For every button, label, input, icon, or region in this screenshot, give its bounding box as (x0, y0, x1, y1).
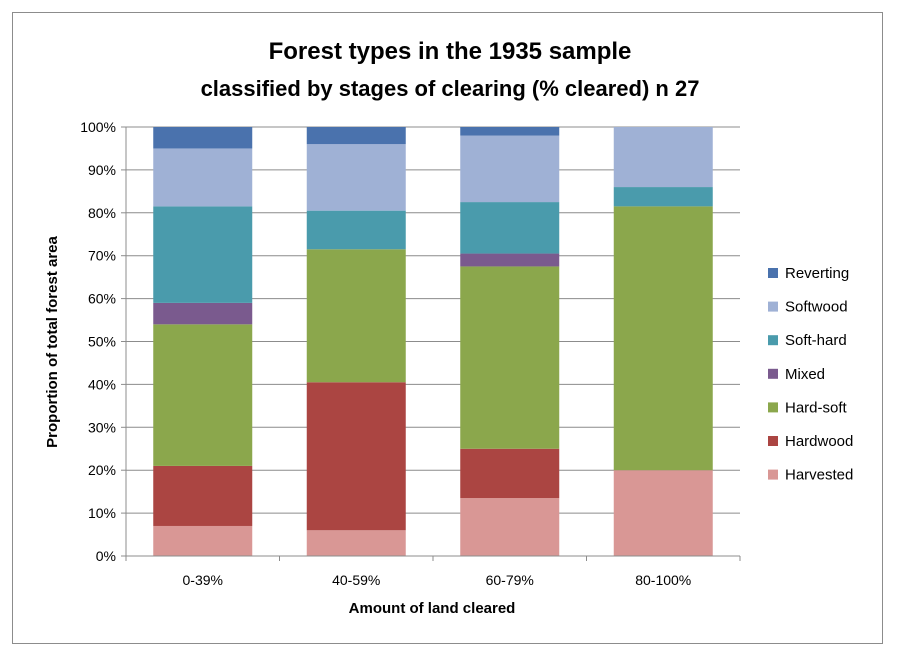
legend-swatch-reverting (768, 268, 778, 278)
legend-swatch-softwood (768, 301, 778, 312)
bar-segment-softwood (460, 135, 560, 203)
y-tick-label: 60% (88, 291, 116, 307)
bar-segment-soft-hard (306, 210, 406, 250)
x-tick-label: 80-100% (635, 572, 691, 588)
bar-segment-softwood (306, 144, 406, 211)
legend-label: Hard-soft (785, 399, 848, 416)
bar-segment-softwood (613, 127, 713, 188)
bar-segment-soft-hard (460, 202, 560, 254)
bar-segment-reverting (460, 127, 560, 136)
tick-labels: 0% 10% 20% 30% 40% 50% 60% 70% 80% 90% 100% 0-39% 40… (80, 119, 691, 588)
bar-segment-reverting (306, 127, 406, 145)
y-tick-label: 10% (88, 505, 116, 521)
legend-swatch-soft-hard (768, 335, 778, 346)
legend-label: Harvested (785, 467, 853, 484)
y-axis-label: Proportion of total forest area (44, 236, 61, 448)
legend-swatch-hardwood (768, 436, 778, 446)
bar-segment-harvested (306, 530, 406, 556)
bar-segment-hardwood (153, 465, 253, 526)
y-tick-label: 40% (88, 376, 116, 392)
bar-segment-softwood (153, 148, 253, 207)
bars (153, 127, 713, 556)
bar-segment-reverting (153, 127, 253, 149)
chart-subtitle: classified by stages of clearing (% clea… (201, 76, 700, 101)
legend-label: Reverting (785, 265, 849, 282)
legend-swatch-mixed (768, 368, 778, 379)
y-tick-label: 80% (88, 205, 116, 221)
bar-segment-mixed (153, 302, 253, 325)
y-tick-label: 30% (88, 419, 116, 435)
bar-segment-soft-hard (153, 206, 253, 303)
y-tick-label: 100% (80, 119, 116, 135)
bar-segment-soft-hard (613, 187, 713, 207)
y-tick-label: 20% (88, 462, 116, 478)
bar-segment-hard-soft (460, 266, 560, 449)
bar-segment-harvested (613, 470, 713, 556)
legend: Reverting Softwood Soft-hard Mixed Hard-soft… (768, 265, 853, 484)
bar-segment-mixed (460, 253, 560, 267)
x-tick-label: 60-79% (486, 572, 534, 588)
bar-segment-hard-soft (613, 206, 713, 471)
y-tick-label: 0% (96, 548, 116, 564)
x-tick-label: 0-39% (183, 572, 223, 588)
legend-label: Mixed (785, 366, 825, 383)
bar-segment-harvested (460, 498, 560, 556)
bar-segment-hardwood (460, 448, 560, 499)
axes (125, 127, 741, 561)
y-tick-label: 90% (88, 162, 116, 178)
bar-segment-harvested (153, 525, 253, 556)
legend-label: Hardwood (785, 433, 853, 450)
legend-label: Soft-hard (785, 332, 847, 349)
legend-swatch-hard-soft (768, 402, 778, 413)
x-axis-label: Amount of land cleared (349, 600, 516, 617)
bar-segment-hard-soft (306, 249, 406, 383)
bar-segment-hardwood (306, 382, 406, 531)
legend-swatch-harvested (768, 469, 778, 480)
x-tick-label: 40-59% (332, 572, 380, 588)
chart-title: Forest types in the 1935 sample (269, 38, 632, 65)
legend-label: Softwood (785, 299, 848, 316)
y-tick-label: 70% (88, 248, 116, 264)
y-tick-label: 50% (88, 334, 116, 350)
bar-segment-hard-soft (153, 324, 253, 466)
